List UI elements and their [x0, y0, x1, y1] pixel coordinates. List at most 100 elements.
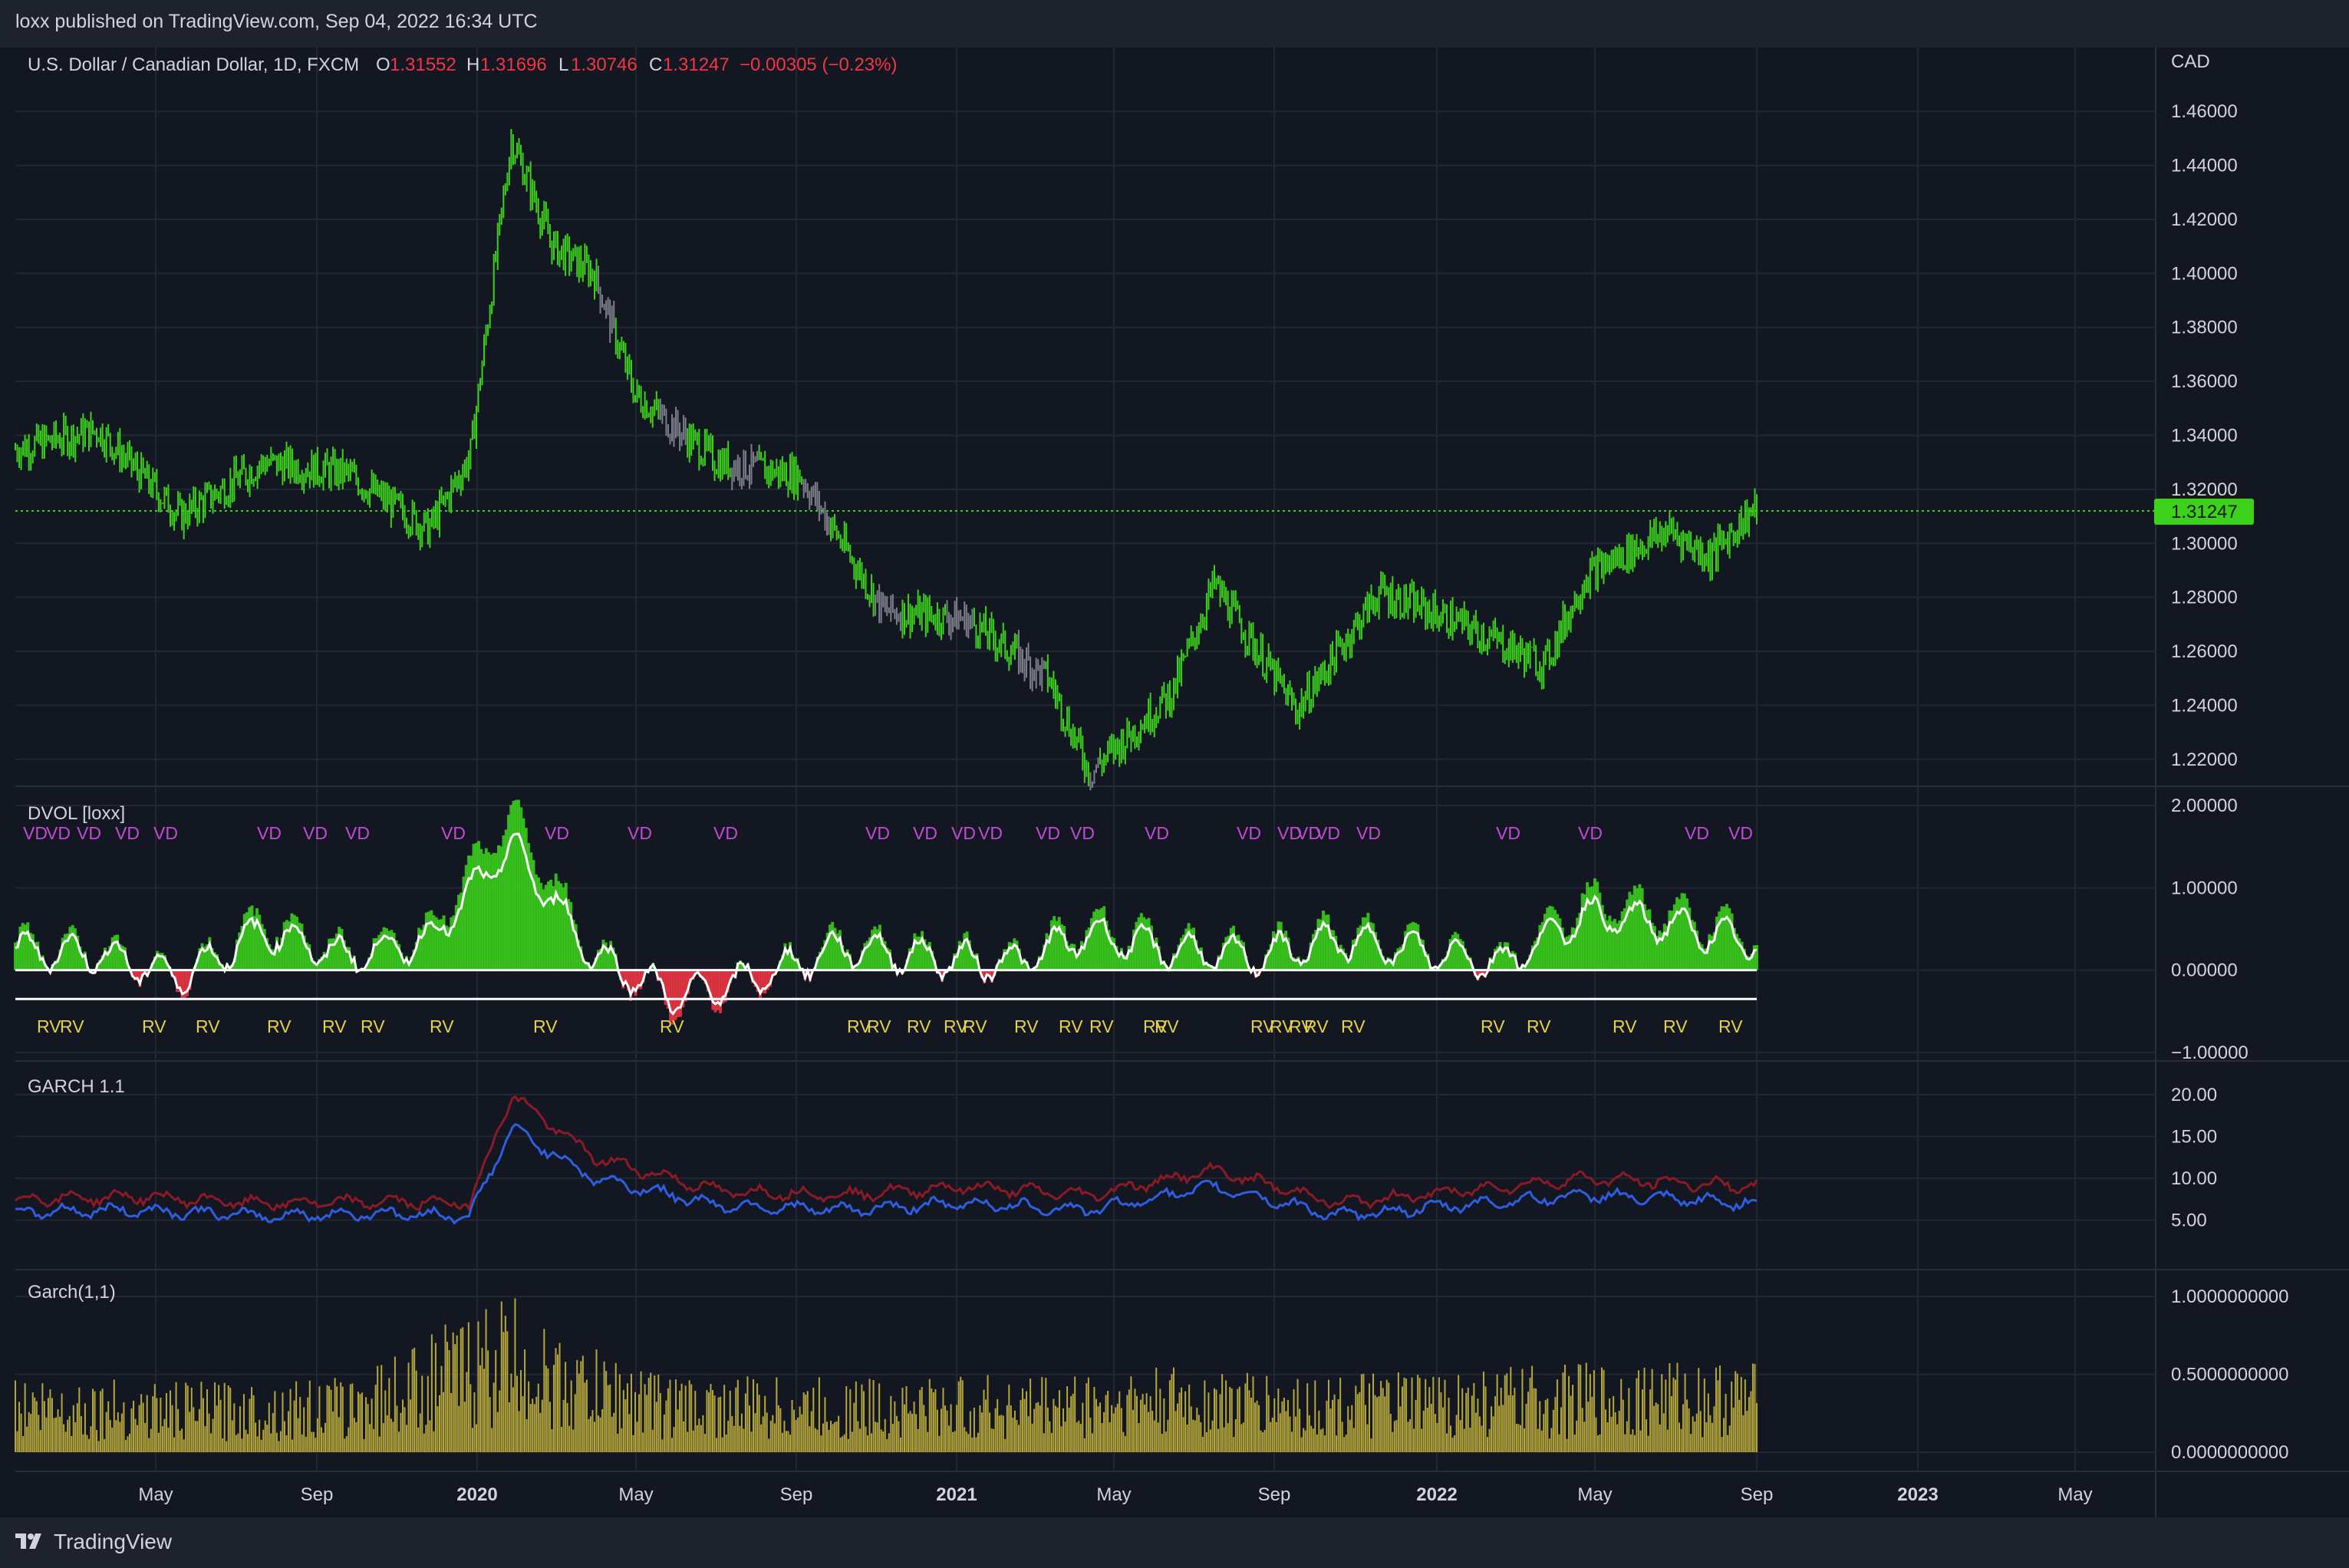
price-tick-label: 1.22000 [2171, 749, 2238, 770]
dvol-rv-marker: RV [1481, 1016, 1505, 1036]
close-value: 1.31247 [663, 54, 730, 75]
dvol-vd-marker: VD [1496, 823, 1520, 843]
dvol-rv-marker: RV [430, 1016, 454, 1036]
garch11-tick-label: 10.00 [2171, 1168, 2217, 1189]
time-axis-label: 2023 [1897, 1484, 1938, 1505]
garch-bars-series [15, 1298, 1758, 1452]
dvol-vd-marker: VD [1578, 823, 1603, 843]
dvol-rv-marker: RV [1663, 1016, 1688, 1036]
price-series [15, 129, 1758, 791]
last-price-value: 1.31247 [2171, 502, 2238, 522]
dvol-rv-marker: RV [1155, 1016, 1179, 1036]
dvol-rv-marker: RV [142, 1016, 166, 1036]
dvol-rv-marker: RV [1089, 1016, 1114, 1036]
price-tick-label: 1.38000 [2171, 318, 2238, 338]
low-value: 1.30746 [571, 54, 637, 75]
garch11-series [15, 1095, 1758, 1225]
garch-bars-tick-label: 1.0000000000 [2171, 1286, 2289, 1307]
time-axis-label: Sep [1741, 1484, 1774, 1505]
price-tick-label: 1.44000 [2171, 156, 2238, 176]
dvol-rv-marker: RV [1270, 1016, 1294, 1036]
dvol-rv-marker: RV [1304, 1016, 1329, 1036]
dvol-vd-marker: VD [77, 823, 101, 843]
dvol-vd-marker: VD [1237, 823, 1261, 843]
dvol-vd-marker: VD [46, 823, 71, 843]
time-axis-label: May [2057, 1484, 2092, 1505]
dvol-vd-marker: VD [951, 823, 976, 843]
price-tick-label: 1.34000 [2171, 426, 2238, 446]
dvol-vd-marker: VD [865, 823, 890, 843]
dvol-rv-marker: RV [361, 1016, 385, 1036]
dvol-rv-marker: RV [1143, 1016, 1168, 1036]
header-bar: loxx published on TradingView.com, Sep 0… [0, 0, 2349, 48]
dvol-vd-marker: VD [913, 823, 937, 843]
dvol-vd-marker: VD [713, 823, 738, 843]
dvol-vd-marker: VD [545, 823, 569, 843]
dvol-vd-marker: VD [153, 823, 178, 843]
change-value: −0.00305 (−0.23%) [740, 54, 898, 75]
dvol-rv-marker: RV [1527, 1016, 1551, 1036]
time-axis-label: May [1577, 1484, 1612, 1505]
time-axis-label: May [618, 1484, 653, 1505]
dvol-axis[interactable]: 2.00000 1.00000 0.00000 −1.00000 [2171, 796, 2249, 1063]
dvol-signal-line [15, 832, 1758, 1016]
garch11-tick-label: 15.00 [2171, 1126, 2217, 1147]
dvol-vd-marker: VD [1036, 823, 1060, 843]
price-tick-label: 1.46000 [2171, 101, 2238, 122]
dvol-rv-marker: RV [867, 1016, 891, 1036]
low-label: L [558, 54, 568, 75]
dvol-vd-marker: VD [303, 823, 328, 843]
dvol-markers: VD VD VD VD VD VD VD VD VD VD VD VD VD VD VD VD VD VD VD VD… [23, 823, 1753, 1036]
price-tick-label: 1.42000 [2171, 209, 2238, 230]
dvol-rv-marker: RV [37, 1016, 61, 1036]
dvol-vd-marker: VD [1728, 823, 1753, 843]
dvol-vd-marker: VD [1316, 823, 1340, 843]
garch11-tick-label: 20.00 [2171, 1085, 2217, 1105]
price-tick-label: 1.40000 [2171, 263, 2238, 284]
close-label: C [649, 54, 662, 75]
grid-lines [15, 48, 2156, 1471]
price-tick-label: 1.24000 [2171, 695, 2238, 716]
price-tick-label: 1.28000 [2171, 588, 2238, 608]
dvol-vd-marker: VD [1685, 823, 1709, 843]
dvol-vd-marker: VD [628, 823, 652, 843]
price-tick-label: 1.30000 [2171, 533, 2238, 554]
price-axis[interactable]: 1.46000 1.44000 1.42000 1.40000 1.38000 1.360… [2171, 101, 2238, 770]
dvol-rv-marker: RV [907, 1016, 931, 1036]
time-axis-label: Sep [780, 1484, 813, 1505]
dvol-rv-marker: RV [1341, 1016, 1366, 1036]
tradingview-logo[interactable]: TradingView [15, 1530, 172, 1554]
dvol-rv-marker: RV [267, 1016, 292, 1036]
dvol-rv-marker: RV [1718, 1016, 1743, 1036]
garch-bars-tick-label: 0.5000000000 [2171, 1365, 2289, 1385]
dvol-rv-marker: RV [1250, 1016, 1275, 1036]
open-value: 1.31552 [390, 54, 456, 75]
dvol-vd-marker: VD [441, 823, 466, 843]
time-axis[interactable]: May Sep 2020 May Sep 2021 May Sep 2022 May Sep 2023… [138, 1484, 2092, 1505]
dvol-tick-label: −1.00000 [2171, 1043, 2249, 1063]
high-label: H [466, 54, 479, 75]
dvol-vd-marker: VD [1145, 823, 1169, 843]
symbol-title: U.S. Dollar / Canadian Dollar, 1D, FXCM [28, 54, 359, 75]
dvol-rv-marker: RV [1289, 1016, 1313, 1036]
dvol-tick-label: 0.00000 [2171, 960, 2238, 981]
dvol-rv-marker: RV [1613, 1016, 1637, 1036]
high-value: 1.31696 [480, 54, 547, 75]
dvol-rv-marker: RV [533, 1016, 558, 1036]
dvol-vd-marker: VD [1070, 823, 1095, 843]
footer-bar: TradingView [0, 1517, 2349, 1568]
dvol-rv-marker: RV [660, 1016, 684, 1036]
garch-bars-title: Garch(1,1) [28, 1282, 116, 1303]
dvol-series [14, 799, 1758, 1025]
main-legend: U.S. Dollar / Canadian Dollar, 1D, FXCM … [28, 54, 898, 75]
dvol-vd-marker: VD [23, 823, 48, 843]
dvol-vd-marker: VD [978, 823, 1003, 843]
garch-bars-tick-label: 0.0000000000 [2171, 1442, 2289, 1463]
garch-bars-axis[interactable]: 1.0000000000 0.5000000000 0.0000000000 [2171, 1286, 2289, 1463]
time-axis-label: Sep [1258, 1484, 1291, 1505]
publisher-info: loxx published on TradingView.com, Sep 0… [15, 11, 538, 32]
dvol-rv-marker: RV [847, 1016, 871, 1036]
currency-label: CAD [2171, 51, 2210, 72]
garch11-axis[interactable]: 20.00 15.00 10.00 5.00 [2171, 1085, 2217, 1231]
